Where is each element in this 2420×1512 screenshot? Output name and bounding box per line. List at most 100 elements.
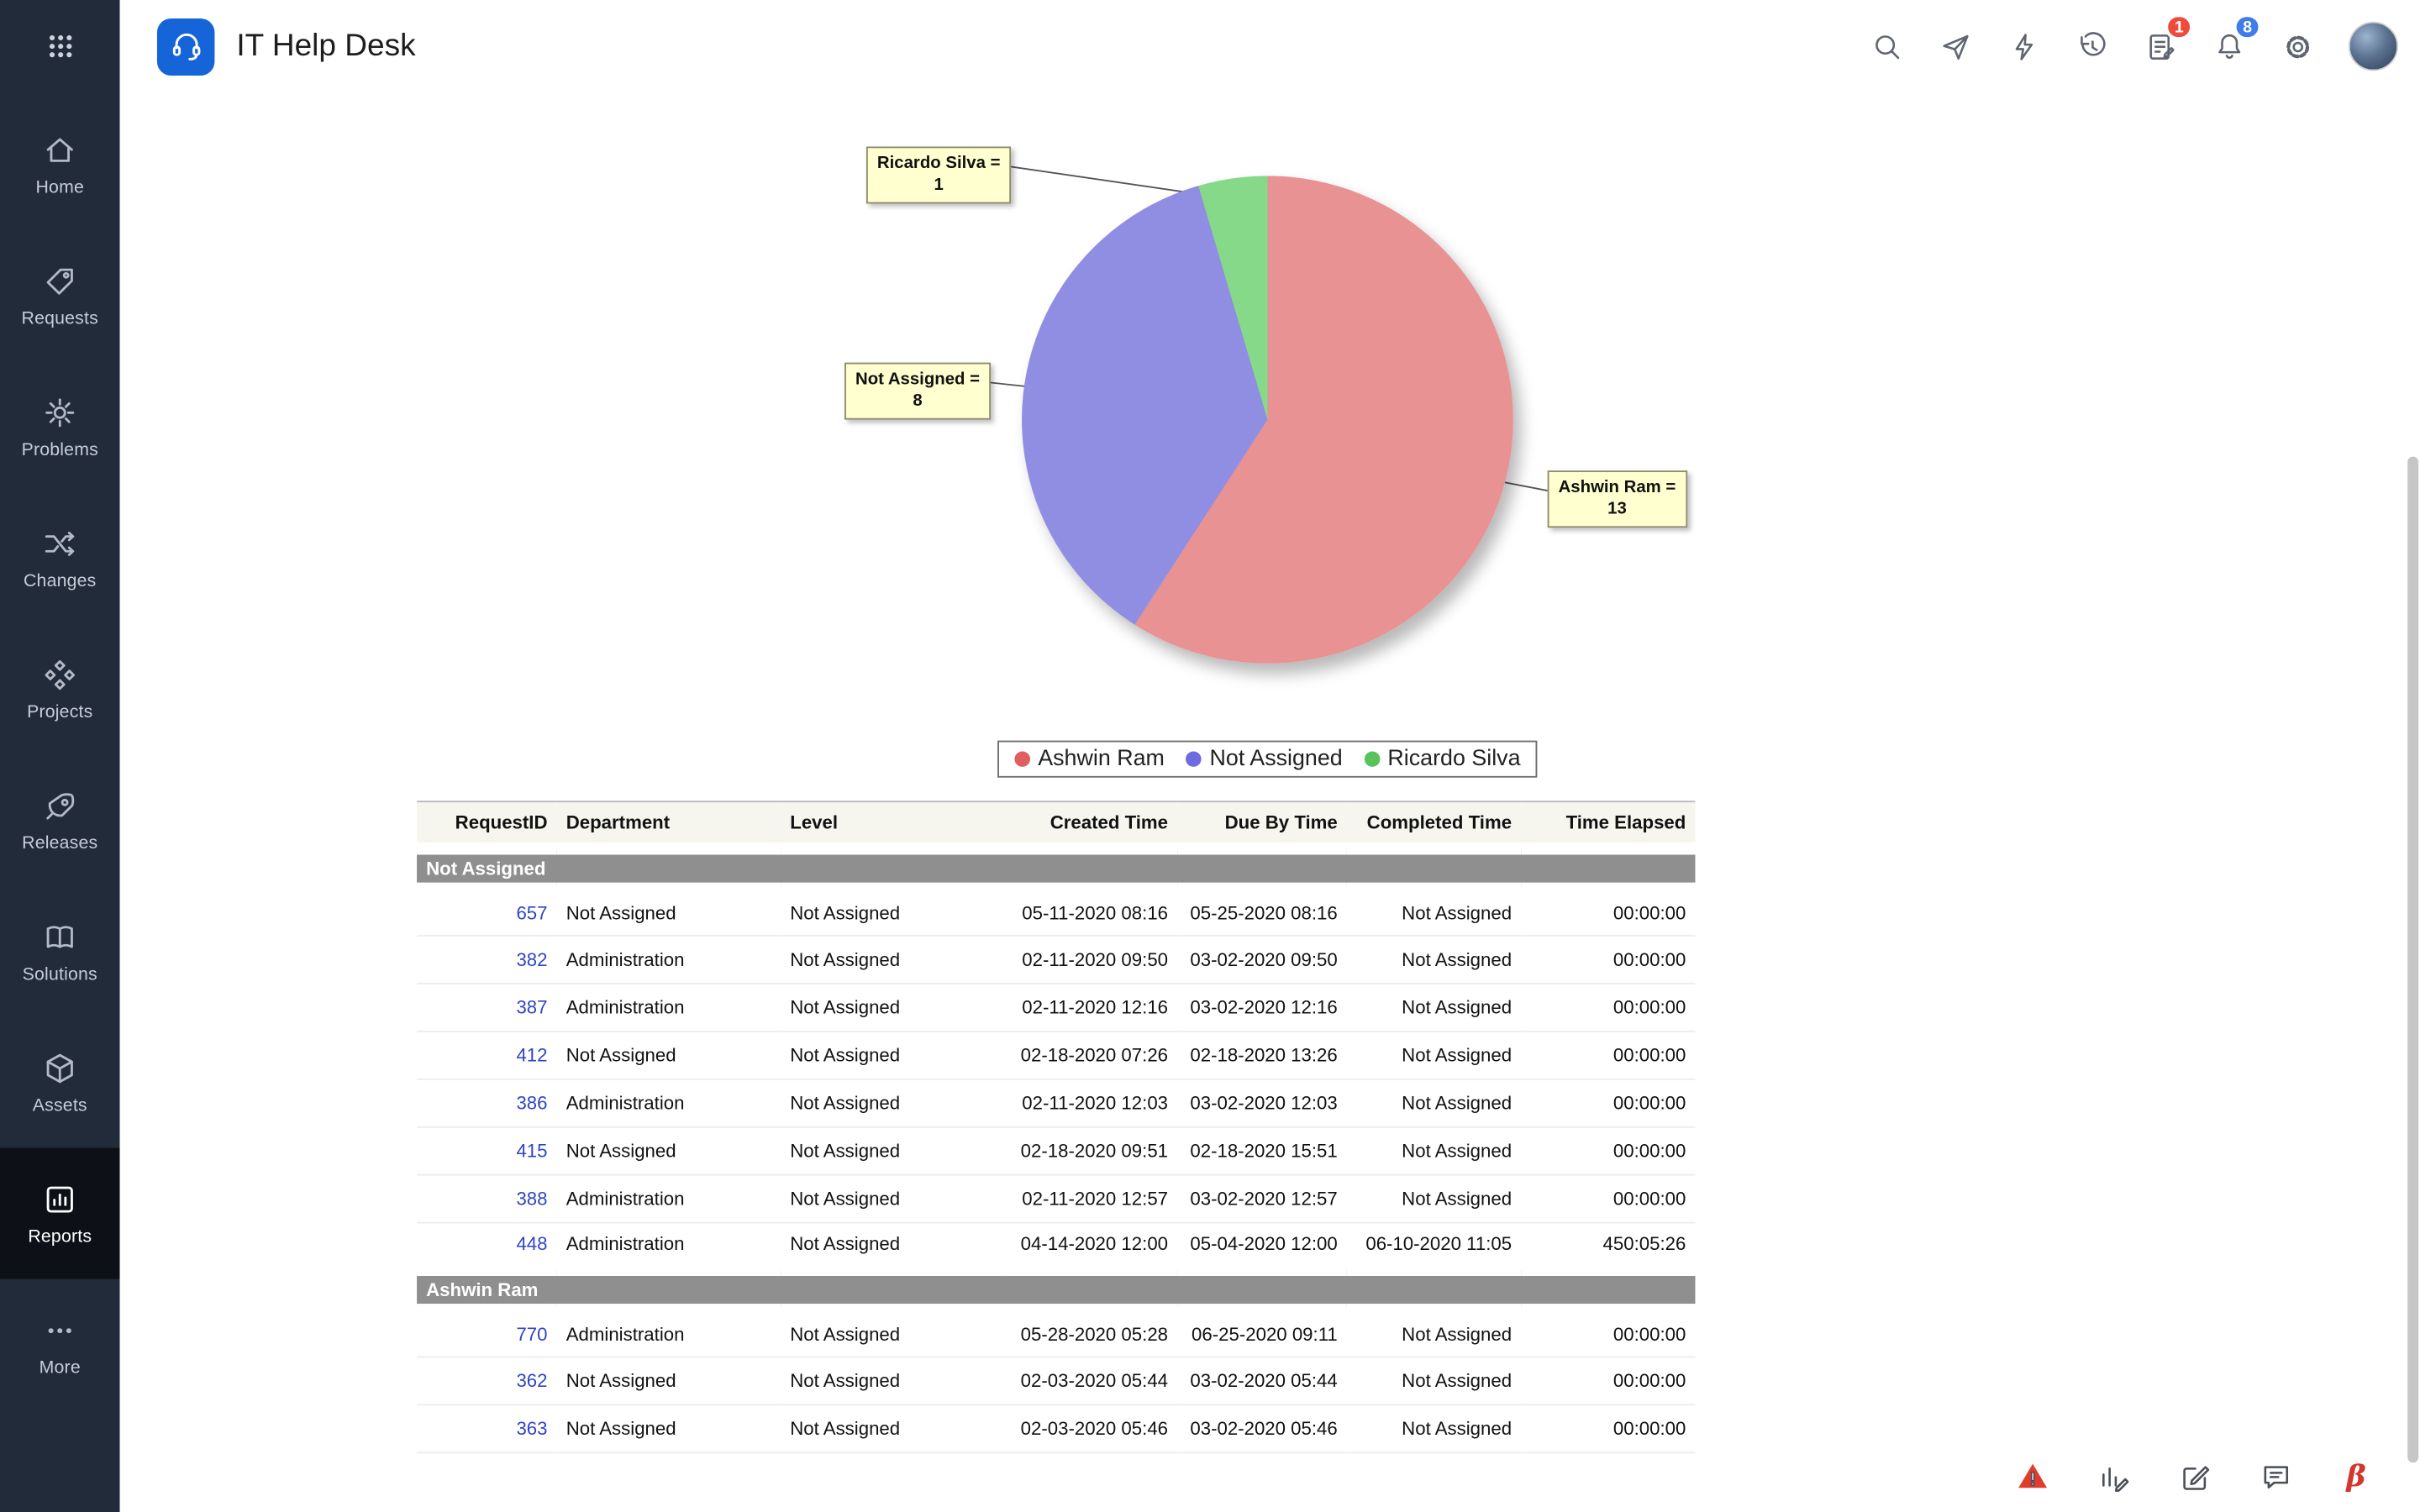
table-cell: 05-04-2020 12:00 xyxy=(1177,1221,1347,1271)
table-cell: Not Assigned xyxy=(1346,1404,1522,1453)
request-id-link[interactable]: 770 xyxy=(516,1323,548,1346)
tasks-button[interactable]: 1 xyxy=(2133,13,2193,72)
table-cell: 00:00:00 xyxy=(1521,1126,1696,1175)
solutions-book-icon xyxy=(46,925,73,948)
sidebar-nav: Home Requests Problems xyxy=(0,99,120,1410)
sidebar-item-label: Home xyxy=(35,178,85,197)
chart-edit-button[interactable] xyxy=(2093,1457,2133,1497)
sidebar-item-assets[interactable]: Assets xyxy=(0,1016,120,1147)
table-cell: 03-02-2020 12:16 xyxy=(1177,983,1347,1032)
column-header: RequestID xyxy=(417,801,557,850)
legend-label: Ricardo Silva xyxy=(1387,746,1521,772)
quick-actions-button[interactable] xyxy=(1997,20,2050,72)
request-id-link[interactable]: 448 xyxy=(516,1232,548,1254)
table-cell: 00:00:00 xyxy=(1521,1078,1696,1127)
quick-send-button[interactable] xyxy=(1928,20,1981,72)
column-header: Department xyxy=(556,801,781,850)
request-id-link[interactable]: 363 xyxy=(516,1417,548,1439)
pie-chart[interactable] xyxy=(1022,176,1513,664)
table-cell: Not Assigned xyxy=(1346,1126,1522,1175)
pie-chart-area: Ricardo Silva = 1 Not Assigned = 8 Ashwi… xyxy=(120,92,2420,787)
reports-chart-icon xyxy=(46,1185,73,1212)
more-dots-icon xyxy=(48,1327,71,1333)
request-id-link[interactable]: 386 xyxy=(516,1091,548,1114)
request-id-link[interactable]: 388 xyxy=(516,1187,548,1210)
table-cell: Not Assigned xyxy=(1346,887,1522,936)
table-cell: 412 xyxy=(417,1030,557,1079)
report-content: Ricardo Silva = 1 Not Assigned = 8 Ashwi… xyxy=(119,92,2420,1512)
sidebar-item-releases[interactable]: Releases xyxy=(0,754,120,885)
alert-triangle-icon xyxy=(2018,1463,2048,1488)
table-row: 387 Administration Not Assigned 02-11-2020 … xyxy=(417,983,1696,1032)
sidebar-item-more[interactable]: More xyxy=(0,1279,120,1410)
sidebar-item-label: Requests xyxy=(21,309,98,328)
sidebar-item-label: Assets xyxy=(32,1096,87,1116)
request-id-link[interactable]: 382 xyxy=(516,948,548,970)
sidebar-item-reports[interactable]: Reports xyxy=(0,1147,120,1279)
table-cell: 03-02-2020 12:03 xyxy=(1177,1078,1347,1127)
settings-gear-icon xyxy=(2286,34,2309,58)
table-cell: Not Assigned xyxy=(781,1126,1002,1175)
table-cell: 06-10-2020 11:05 xyxy=(1346,1221,1522,1271)
chart-legend: Ashwin Ram Not Assigned Ricardo Silva xyxy=(997,740,1538,778)
table-header: RequestID Department Level Created Time Due … xyxy=(417,801,1696,850)
chat-button[interactable] xyxy=(2255,1457,2296,1497)
column-header: Created Time xyxy=(1001,801,1178,850)
headset-logo-icon xyxy=(171,33,200,60)
sidebar-item-changes[interactable]: Changes xyxy=(0,492,120,623)
compose-button[interactable] xyxy=(2175,1457,2215,1497)
notifications-button[interactable]: 8 xyxy=(2202,13,2262,72)
table-cell: 02-03-2020 05:46 xyxy=(1001,1404,1178,1453)
sidebar-item-label: More xyxy=(39,1358,81,1378)
chart-edit-icon xyxy=(2102,1467,2128,1492)
sidebar-item-projects[interactable]: Projects xyxy=(0,623,120,754)
group-header: Not Assigned xyxy=(417,842,1696,892)
compose-icon xyxy=(2182,1465,2209,1489)
table-cell: 04-14-2020 12:00 xyxy=(1001,1221,1178,1271)
top-bar: IT Help Desk xyxy=(119,0,2420,93)
task-badge: 1 xyxy=(2165,13,2193,40)
request-id-link[interactable]: 657 xyxy=(516,902,548,924)
group-row: Not Assigned xyxy=(417,842,1696,892)
app-logo[interactable] xyxy=(156,18,215,76)
table-cell: 388 xyxy=(417,1173,557,1223)
sidebar-item-label: Reports xyxy=(28,1227,92,1247)
table-cell: Administration xyxy=(556,1078,781,1127)
sidebar-item-requests[interactable]: Requests xyxy=(0,230,120,361)
sidebar-item-home[interactable]: Home xyxy=(0,99,120,230)
history-button[interactable] xyxy=(2065,20,2118,72)
sidebar-item-problems[interactable]: Problems xyxy=(0,361,120,492)
table-row: 386 Administration Not Assigned 02-11-2020 … xyxy=(417,1078,1696,1127)
legend-item: Not Assigned xyxy=(1186,747,1343,771)
table-cell: Administration xyxy=(556,1308,781,1357)
table-cell: 657 xyxy=(417,887,557,936)
request-id-link[interactable]: 387 xyxy=(516,995,548,1018)
user-avatar[interactable] xyxy=(2348,21,2399,71)
legend-item: Ashwin Ram xyxy=(1014,746,1165,772)
beta-button[interactable]: β xyxy=(2336,1457,2376,1497)
table-cell: Not Assigned xyxy=(781,935,1002,984)
legend-dot xyxy=(1364,751,1381,767)
request-id-link[interactable]: 412 xyxy=(516,1043,548,1066)
apps-grid-icon[interactable] xyxy=(0,0,120,92)
alert-button[interactable] xyxy=(2012,1457,2053,1497)
table-cell: 00:00:00 xyxy=(1521,935,1696,984)
table-cell: 387 xyxy=(417,983,557,1032)
legend-label: Ashwin Ram xyxy=(1038,746,1165,772)
table-cell: Not Assigned xyxy=(1346,1030,1522,1079)
settings-button[interactable] xyxy=(2270,20,2323,72)
table-cell: Administration xyxy=(556,983,781,1032)
scrollbar-thumb[interactable] xyxy=(2407,456,2419,1463)
table-row: 415 Not Assigned Not Assigned 02-18-2020 09… xyxy=(417,1126,1696,1175)
search-button[interactable] xyxy=(1860,20,1913,72)
table-cell: 05-25-2020 08:16 xyxy=(1177,887,1347,936)
table-cell: 00:00:00 xyxy=(1521,1404,1696,1453)
table-cell: 386 xyxy=(417,1078,557,1127)
request-id-link[interactable]: 415 xyxy=(516,1139,548,1162)
chat-icon xyxy=(2263,1465,2288,1488)
sidebar: Home Requests Problems xyxy=(0,0,120,1512)
sidebar-item-solutions[interactable]: Solutions xyxy=(0,885,120,1016)
legend-label: Not Assigned xyxy=(1209,746,1343,772)
request-id-link[interactable]: 362 xyxy=(516,1369,548,1391)
header-actions: 1 8 xyxy=(1860,13,2399,72)
